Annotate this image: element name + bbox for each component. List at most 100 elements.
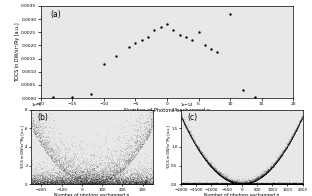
Point [272,162,277,165]
Point [35,124,40,127]
Point [258,181,263,184]
Point [281,182,286,185]
Point [205,183,210,186]
Point [55,179,60,182]
Point [62,181,67,184]
Point [300,182,305,185]
Point [205,183,210,186]
Point [247,182,252,185]
Point [55,151,60,154]
Point [223,182,228,185]
Point [116,179,121,182]
Point [236,182,241,186]
Point [294,182,299,185]
Point [210,182,215,186]
Point [115,182,120,185]
Point [268,183,273,186]
Point [187,182,192,185]
Point [58,164,63,167]
Point [196,148,201,151]
Point [197,150,202,153]
Point [269,164,274,167]
Point [225,182,230,186]
Point [113,172,118,175]
Point [225,178,230,181]
Point [300,116,305,119]
Point [287,141,292,144]
Point [120,176,125,179]
Point [180,182,185,185]
Point [204,159,209,162]
Point [226,182,231,185]
Point [207,183,212,186]
Point [230,180,235,183]
Point [116,182,121,186]
Point [298,120,303,123]
Point [214,171,219,174]
Point [292,182,297,185]
Point [291,182,296,186]
Point [193,182,198,186]
Point [221,176,226,179]
Point [215,183,220,186]
Point [295,183,300,186]
Point [93,169,98,172]
Point [55,158,60,161]
Point [202,182,207,186]
Point [179,183,184,186]
Point [247,182,252,185]
Point [188,182,193,186]
Point [230,182,235,185]
Point [205,182,210,185]
Point [292,183,297,186]
Point [186,182,191,186]
Point [71,182,76,186]
Point [216,182,221,186]
Point [225,179,230,182]
Point [209,183,214,186]
Point [274,161,279,164]
Point [181,118,186,122]
Point [89,179,94,182]
Point [204,182,209,185]
Point [194,182,199,186]
Point [218,183,223,186]
Point [290,182,295,185]
Point [210,162,215,165]
Point [71,178,76,181]
Point [229,182,234,186]
Point [183,125,188,129]
Point [251,182,256,185]
Point [129,179,134,182]
Point [52,181,57,184]
Point [256,182,261,185]
Point [255,183,260,186]
Point [192,182,197,185]
Point [179,117,184,120]
Point [195,182,200,185]
Point [265,171,270,174]
Point [237,182,242,186]
Point [181,119,186,122]
Point [190,182,195,185]
Point [285,183,290,186]
Point [221,182,226,186]
Point [232,182,237,185]
Point [291,183,296,186]
Point [256,182,261,186]
Point [236,182,241,185]
Point [207,182,212,185]
Point [209,182,214,185]
Point [205,183,210,186]
Point [127,154,132,157]
Point [193,182,198,185]
Point [62,180,67,183]
Point [208,182,213,185]
Point [34,182,39,185]
Point [300,181,305,184]
Point [290,182,295,185]
Point [232,179,237,182]
Point [222,177,227,180]
Point [281,183,286,186]
Point [180,118,185,121]
